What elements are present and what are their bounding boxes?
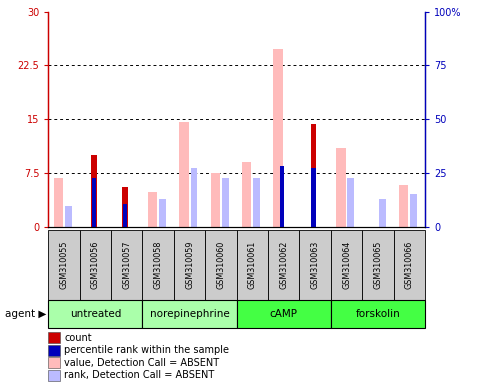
Bar: [91, 155, 97, 227]
Bar: [336, 148, 346, 227]
Bar: [179, 122, 189, 227]
Bar: [362, 230, 394, 300]
Bar: [311, 124, 316, 227]
Bar: [174, 230, 205, 300]
Text: rank, Detection Call = ABSENT: rank, Detection Call = ABSENT: [64, 370, 214, 380]
Text: GSM310061: GSM310061: [248, 241, 257, 289]
Bar: [122, 187, 128, 227]
Bar: [347, 178, 355, 227]
Bar: [242, 162, 252, 227]
Bar: [299, 230, 331, 300]
Bar: [48, 300, 142, 328]
Bar: [237, 230, 268, 300]
Bar: [280, 166, 284, 227]
Bar: [92, 178, 96, 227]
Bar: [48, 332, 59, 343]
Text: cAMP: cAMP: [270, 309, 298, 319]
Text: GSM310066: GSM310066: [405, 241, 414, 289]
Text: agent ▶: agent ▶: [5, 309, 46, 319]
Bar: [123, 204, 128, 227]
Text: untreated: untreated: [70, 309, 121, 319]
Bar: [54, 178, 63, 227]
Bar: [111, 230, 142, 300]
Bar: [80, 230, 111, 300]
Bar: [48, 230, 80, 300]
Text: norepinephrine: norepinephrine: [150, 309, 229, 319]
Bar: [65, 207, 72, 227]
Bar: [48, 357, 59, 368]
Bar: [205, 230, 237, 300]
Text: GSM310058: GSM310058: [154, 241, 163, 289]
Bar: [222, 178, 229, 227]
Text: GSM310064: GSM310064: [342, 241, 351, 289]
Bar: [273, 49, 283, 227]
Text: GSM310063: GSM310063: [311, 241, 320, 289]
Bar: [237, 300, 331, 328]
Bar: [410, 194, 417, 227]
Text: value, Detection Call = ABSENT: value, Detection Call = ABSENT: [64, 358, 219, 368]
Bar: [48, 370, 59, 381]
Text: GSM310065: GSM310065: [373, 241, 383, 289]
Bar: [268, 230, 299, 300]
Text: forskolin: forskolin: [355, 309, 400, 319]
Bar: [399, 185, 409, 227]
Bar: [379, 199, 386, 227]
Text: percentile rank within the sample: percentile rank within the sample: [64, 345, 229, 355]
Text: GSM310059: GSM310059: [185, 241, 194, 289]
Text: GSM310060: GSM310060: [216, 241, 226, 289]
Bar: [142, 300, 237, 328]
Bar: [159, 199, 166, 227]
Bar: [331, 230, 362, 300]
Bar: [190, 168, 198, 227]
Bar: [394, 230, 425, 300]
Text: GSM310056: GSM310056: [91, 241, 100, 289]
Bar: [48, 345, 59, 356]
Bar: [148, 192, 157, 227]
Bar: [142, 230, 174, 300]
Text: count: count: [64, 333, 92, 343]
Text: GSM310057: GSM310057: [122, 241, 131, 289]
Bar: [312, 168, 316, 227]
Bar: [253, 178, 260, 227]
Bar: [331, 300, 425, 328]
Text: GSM310062: GSM310062: [279, 241, 288, 289]
Text: GSM310055: GSM310055: [59, 241, 69, 289]
Bar: [211, 173, 220, 227]
